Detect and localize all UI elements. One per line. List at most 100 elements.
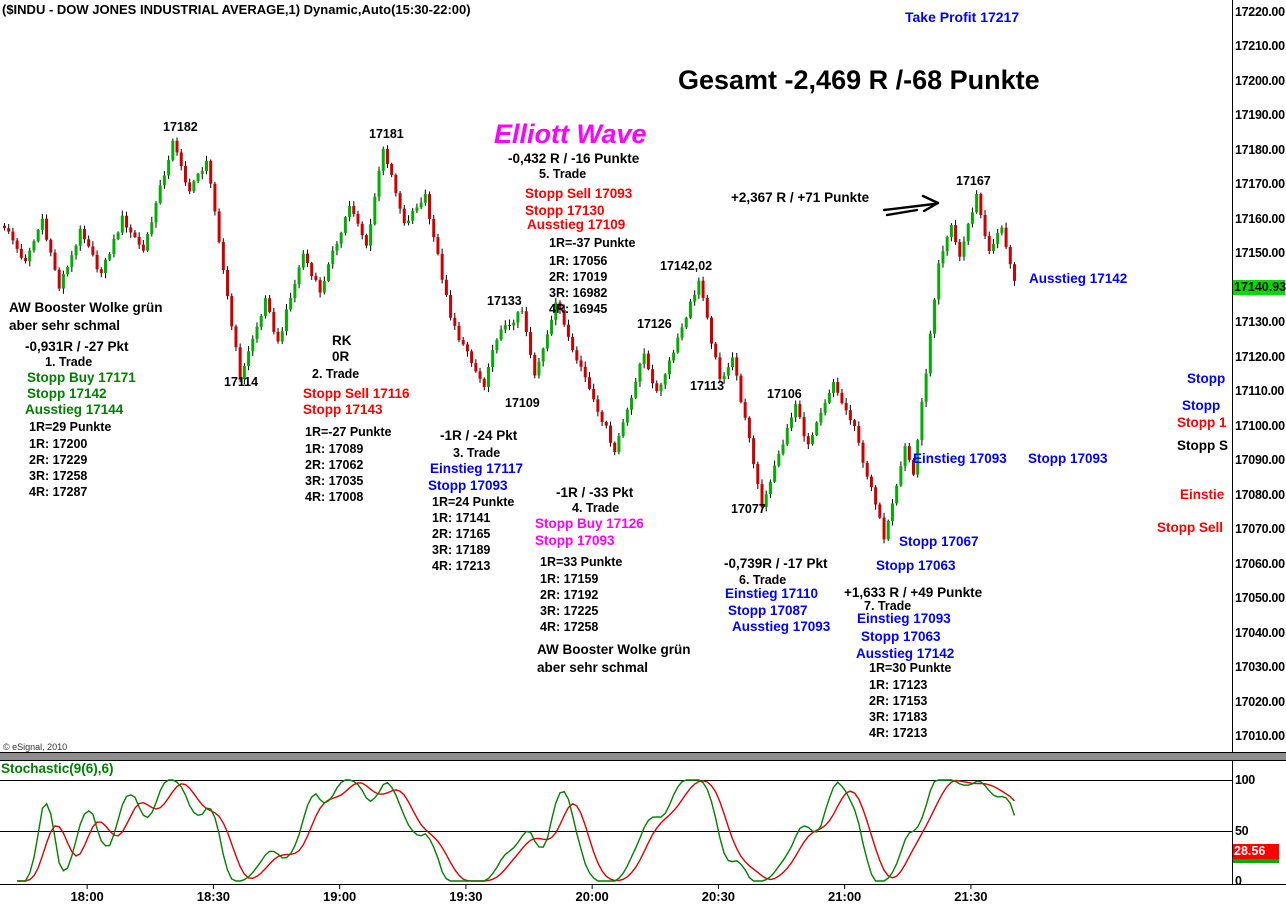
candle xyxy=(188,178,192,195)
candle-body-up xyxy=(348,205,352,218)
candle xyxy=(710,316,713,349)
candle-body-up xyxy=(773,465,777,482)
candle xyxy=(739,373,743,404)
candle xyxy=(587,372,591,391)
candle-body-down xyxy=(604,421,608,426)
candle-body-up xyxy=(112,238,116,255)
candle-body-up xyxy=(945,236,949,252)
candle xyxy=(221,238,225,274)
time-axis-label: 21:00 xyxy=(828,889,862,904)
candle-body-up xyxy=(811,435,814,445)
candle-body-up xyxy=(150,222,154,235)
candle-body-up xyxy=(823,402,827,413)
candle-body-down xyxy=(7,228,11,232)
candle-body-down xyxy=(432,218,436,238)
candle xyxy=(874,485,878,510)
candle xyxy=(899,461,903,487)
candle xyxy=(120,210,124,236)
candle-body-up xyxy=(676,337,680,353)
candle-body-down xyxy=(710,317,713,344)
candle xyxy=(596,395,600,417)
candle xyxy=(933,298,937,338)
candle xyxy=(70,250,74,272)
candle-body-up xyxy=(516,312,520,323)
candle xyxy=(318,277,322,298)
candle xyxy=(402,204,406,226)
candle-body-down xyxy=(226,269,230,297)
candle xyxy=(840,388,844,405)
price-axis-label: 17120.00 xyxy=(1235,349,1285,364)
candle-body-down xyxy=(651,369,655,384)
candle-body-down xyxy=(600,411,604,422)
candle-body-down xyxy=(743,402,747,418)
last-price-badge: 17140.93 xyxy=(1233,279,1286,295)
candle-body-up xyxy=(693,294,697,302)
candle xyxy=(802,412,806,442)
pane-splitter[interactable] xyxy=(0,752,1286,761)
candle xyxy=(423,189,427,206)
candle xyxy=(895,483,899,506)
time-axis-label: 19:00 xyxy=(323,889,357,904)
candle xyxy=(465,342,469,357)
time-axis-label: 20:00 xyxy=(575,889,609,904)
candle xyxy=(903,443,907,472)
candle-body-down xyxy=(209,160,213,184)
candle xyxy=(815,421,819,437)
candle-body-down xyxy=(529,332,533,355)
candle-body-up xyxy=(781,444,785,454)
candle xyxy=(516,311,520,329)
candle-body-down xyxy=(99,269,103,274)
candle xyxy=(24,254,28,264)
candle-body-up xyxy=(667,360,671,375)
price-axis-label: 17010.00 xyxy=(1235,729,1285,743)
candle xyxy=(415,203,419,214)
candle-body-down xyxy=(238,347,242,380)
candle-body-up xyxy=(61,274,65,289)
candle xyxy=(428,191,432,225)
candle xyxy=(99,267,103,278)
candle xyxy=(491,344,495,372)
candle xyxy=(394,173,398,197)
candle xyxy=(823,399,827,416)
candle xyxy=(356,210,360,227)
candle-body-down xyxy=(735,357,739,376)
candle xyxy=(175,137,179,156)
candle-body-up xyxy=(205,160,208,172)
candle-body-up xyxy=(916,440,920,475)
candle-body-down xyxy=(1013,264,1016,281)
candle-body-down xyxy=(394,174,398,194)
candle xyxy=(411,207,415,225)
candle xyxy=(781,439,785,456)
candle xyxy=(209,159,213,189)
candle xyxy=(928,330,932,377)
candle xyxy=(272,308,276,335)
candle-body-up xyxy=(263,298,267,316)
candle xyxy=(335,241,339,256)
candle-body-up xyxy=(495,339,499,351)
candle-body-up xyxy=(293,283,297,298)
candle xyxy=(979,192,983,219)
candle xyxy=(104,257,107,279)
candle-body-down xyxy=(701,280,705,298)
candle xyxy=(242,363,246,385)
candle-body-up xyxy=(196,173,200,182)
candle-body-down xyxy=(3,225,6,229)
candle xyxy=(461,336,465,346)
price-axis-label: 17060.00 xyxy=(1235,556,1285,571)
candle-body-up xyxy=(369,224,373,246)
candle xyxy=(554,297,558,326)
candle-body-down xyxy=(739,375,743,403)
candle-body-down xyxy=(461,340,465,345)
candle xyxy=(508,319,511,331)
candle xyxy=(912,458,915,476)
candle-body-up xyxy=(146,234,150,251)
candle-body-up xyxy=(941,251,945,264)
candle xyxy=(646,350,650,371)
candle xyxy=(444,274,448,297)
time-axis-label: 21:30 xyxy=(954,889,988,904)
candle xyxy=(116,231,120,241)
candle-body-up xyxy=(327,264,331,281)
candle-body-down xyxy=(310,263,314,277)
price-axis-label: 17160.00 xyxy=(1235,211,1285,226)
